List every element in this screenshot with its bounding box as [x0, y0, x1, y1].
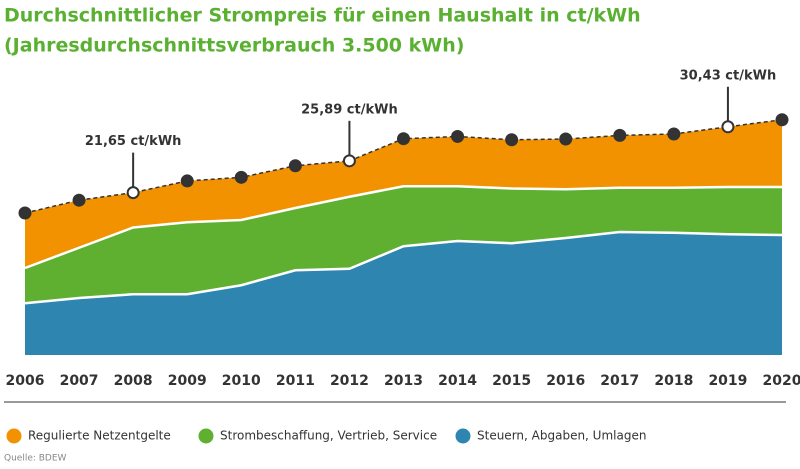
- x-tick-label: 2010: [222, 373, 261, 389]
- x-tick-label: 2018: [654, 373, 693, 389]
- legend-swatch: [6, 428, 22, 444]
- total-dot: [234, 170, 248, 184]
- legend-label: Steuern, Abgaben, Umlagen: [477, 429, 646, 443]
- x-tick-label: 2015: [492, 373, 531, 389]
- total-dot: [180, 174, 194, 188]
- total-dot: [775, 113, 789, 127]
- x-tick-label: 2009: [168, 373, 207, 389]
- chart-title: Durchschnittlicher Strompreis für einen …: [4, 5, 641, 27]
- total-dot: [667, 127, 681, 141]
- total-dot: [342, 154, 356, 168]
- x-tick-label: 2006: [6, 373, 45, 389]
- total-dot: [559, 132, 573, 146]
- x-tick-label: 2013: [384, 373, 423, 389]
- x-tick-label: 2007: [60, 373, 99, 389]
- area: [25, 232, 782, 355]
- area: [25, 119, 782, 268]
- x-tick-label: 2019: [708, 373, 747, 389]
- legend-label: Regulierte Netzentgelte: [28, 429, 171, 443]
- total-dot: [721, 120, 735, 134]
- legend-label: Strombeschaffung, Vertrieb, Service: [220, 429, 437, 443]
- total-dot: [397, 132, 410, 146]
- boundary-line: [24, 185, 782, 270]
- total-dot: [505, 133, 519, 147]
- area: [25, 186, 782, 304]
- legend-swatch: [455, 428, 471, 444]
- x-tick-label: 2011: [276, 373, 315, 389]
- x-tick-label: 2017: [600, 373, 639, 389]
- callout-label: 30,43 ct/kWh: [680, 68, 777, 83]
- x-tick-label: 2020: [763, 373, 800, 389]
- source: Quelle: BDEW: [4, 454, 67, 464]
- total-dot: [126, 186, 140, 200]
- boundary-line: [24, 230, 783, 305]
- callout-label: 25,89 ct/kWh: [301, 102, 398, 117]
- total-dot: [288, 159, 302, 173]
- legend-swatch: [198, 428, 214, 444]
- x-tick-label: 2012: [330, 373, 369, 389]
- total-dot: [613, 128, 627, 142]
- x-tick-label: 2014: [438, 373, 477, 389]
- total-dot: [451, 129, 465, 143]
- x-tick-label: 2008: [114, 373, 153, 389]
- x-tick-label: 2016: [546, 373, 585, 389]
- callout-label: 21,65 ct/kWh: [85, 134, 182, 149]
- total-dot: [18, 206, 32, 220]
- chart-subtitle: (Jahresdurchschnittsverbrauch 3.500 kWh): [4, 35, 464, 57]
- total-dot: [72, 193, 86, 207]
